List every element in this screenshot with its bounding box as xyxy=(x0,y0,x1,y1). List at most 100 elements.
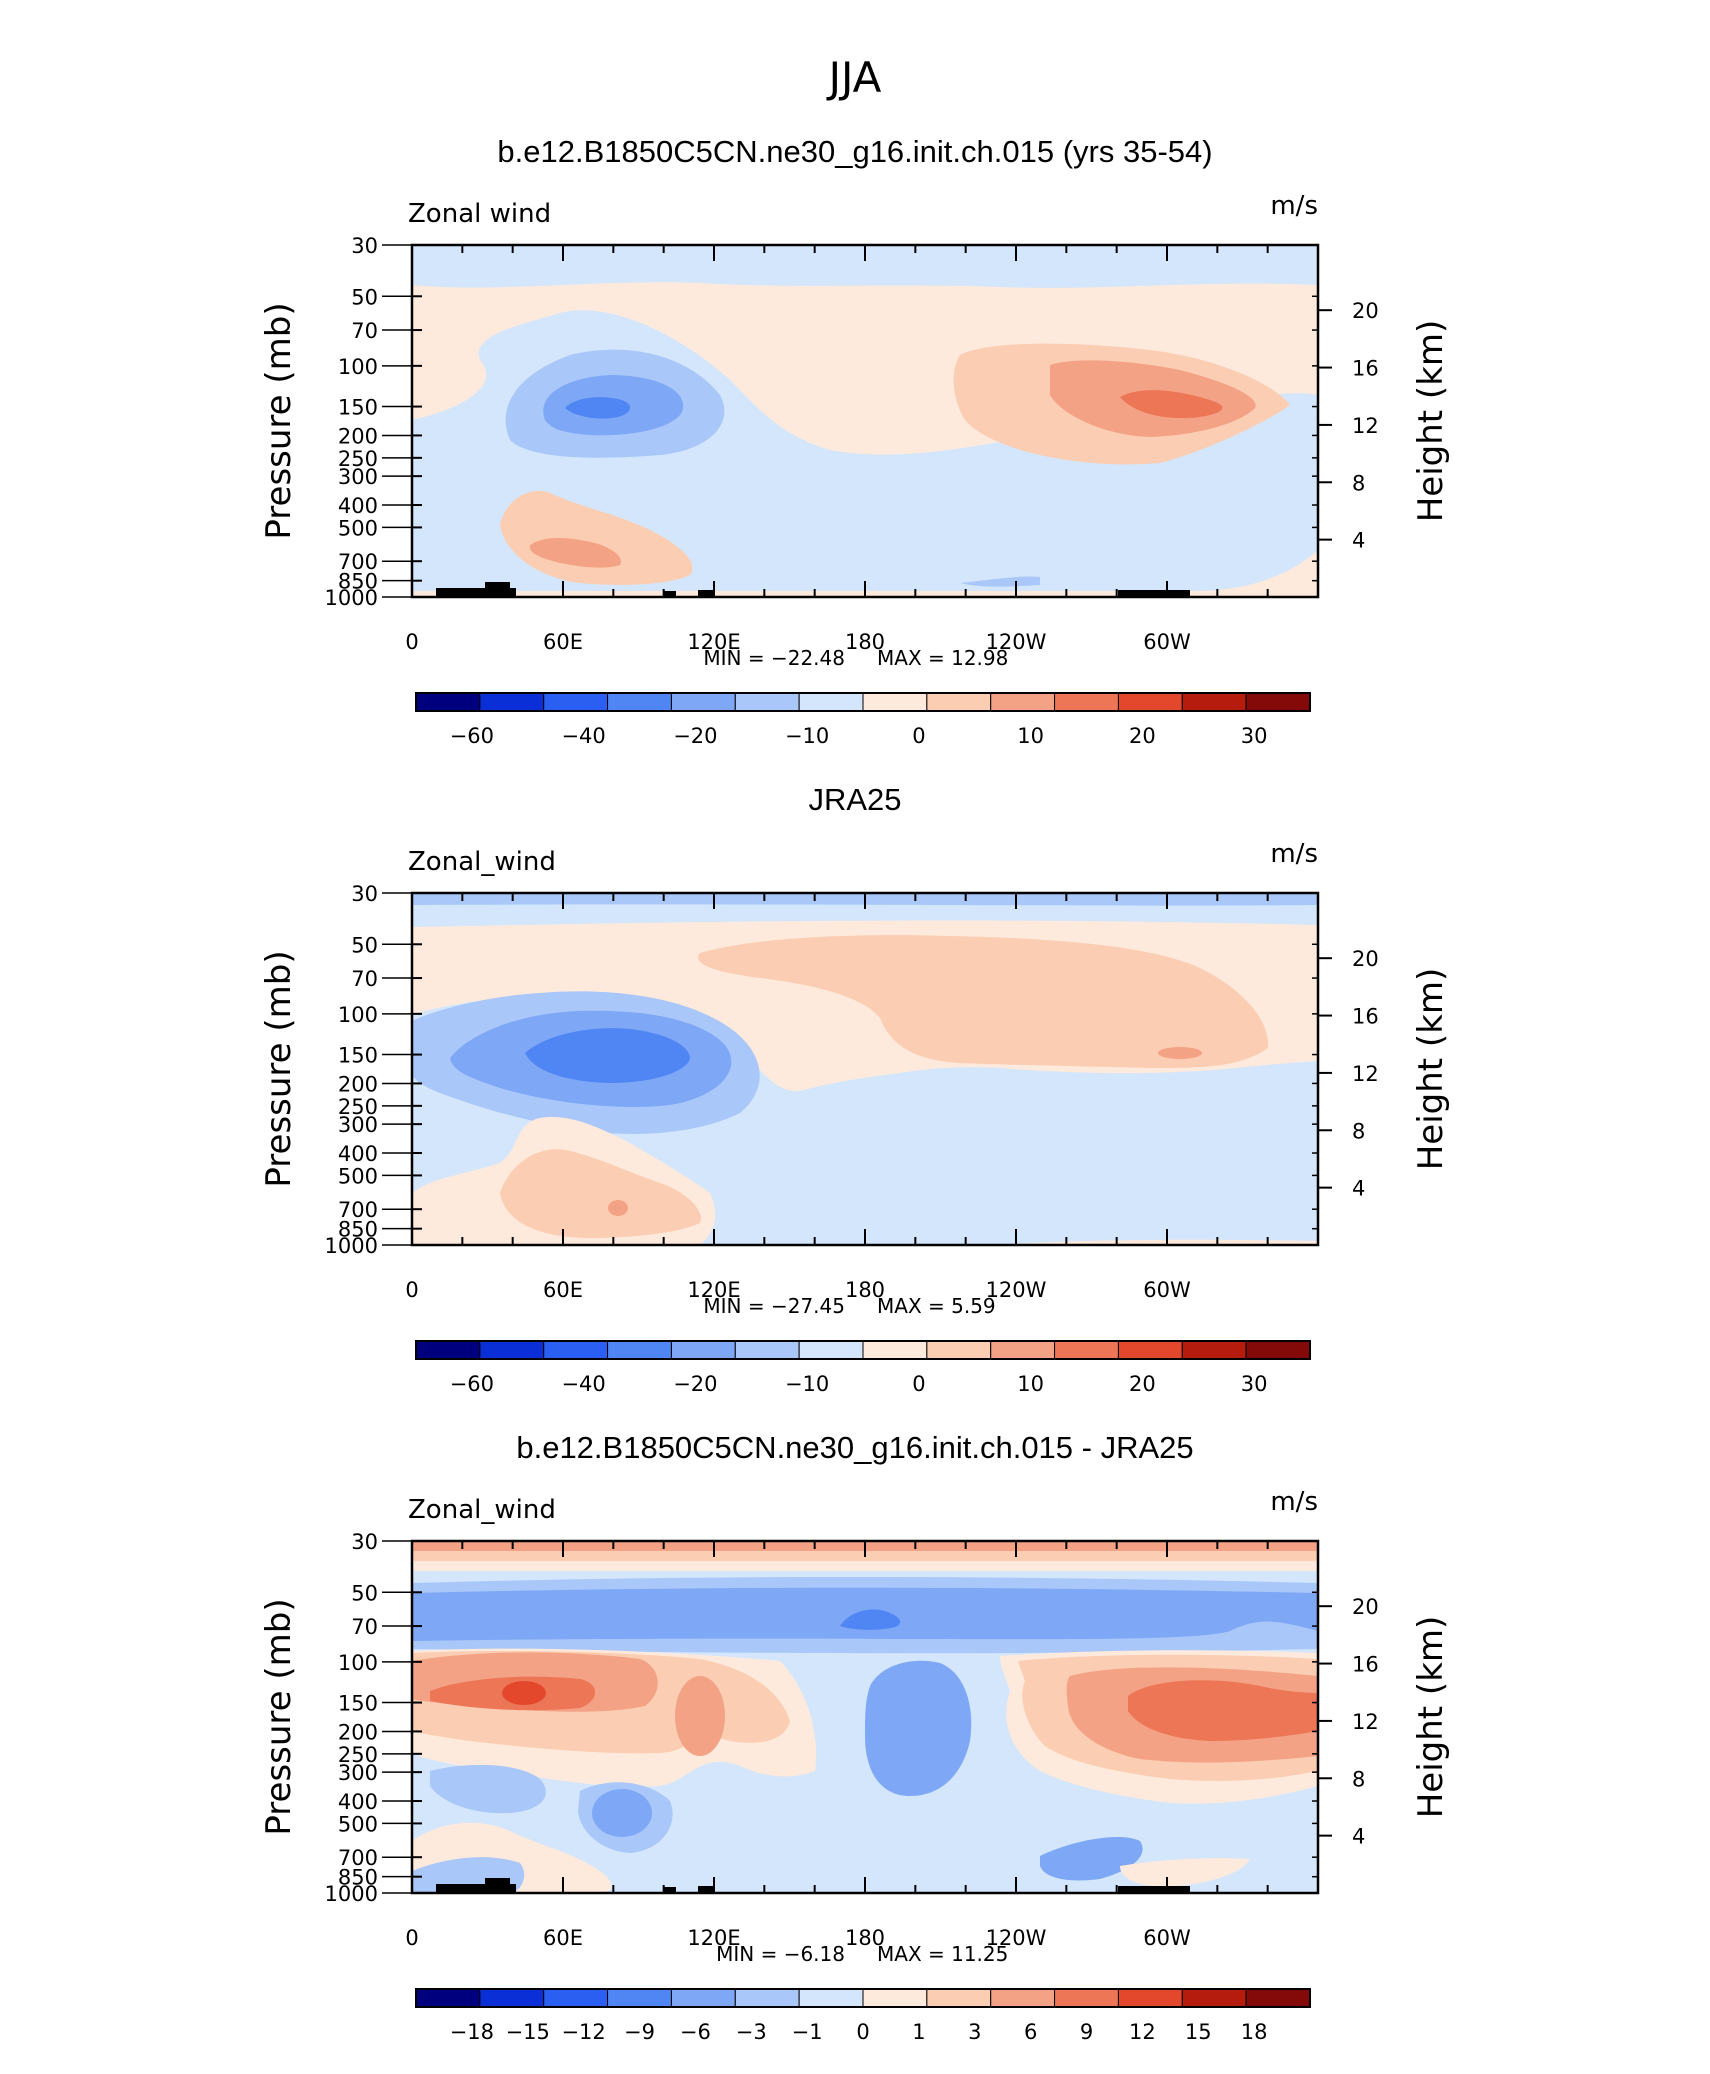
upper-positive-right-core xyxy=(1128,1680,1318,1741)
lower-positive-right xyxy=(1120,1858,1250,1887)
positive-spot xyxy=(1158,1047,1202,1059)
colorbar-label: 1 xyxy=(912,2020,925,2044)
colorbar-label: 6 xyxy=(1024,2020,1037,2044)
y-tick-label: 700 xyxy=(338,1198,378,1222)
y-tick-label: 250 xyxy=(338,1095,378,1119)
y-tick-label: 850 xyxy=(338,570,378,594)
y-tick-label: 70 xyxy=(351,967,378,991)
y-right-tick-label: 12 xyxy=(1352,414,1379,438)
colorbar-swatch xyxy=(926,692,992,712)
x-tick-label: 0 xyxy=(405,1278,418,1302)
x-tick-label: 120W xyxy=(986,630,1047,654)
colorbar-label: −15 xyxy=(506,2020,550,2044)
y-tick-label: 30 xyxy=(351,1530,378,1554)
colorbar-label: −6 xyxy=(680,2020,711,2044)
colorbar-swatch xyxy=(1054,1988,1119,2008)
y-tick-label: 30 xyxy=(351,234,378,258)
x-tick-label: 60E xyxy=(543,1278,583,1302)
contour-field xyxy=(412,1541,1318,1893)
colorbar-swatch xyxy=(1245,1988,1311,2008)
colorbar: −60 −40 −20 −10 0 10 20 30 xyxy=(415,692,1311,748)
colorbar-swatch xyxy=(479,692,545,712)
colorbar-swatch xyxy=(415,1988,481,2008)
panel-title: b.e12.B1850C5CN.ne30_g16.init.ch.015 (yr… xyxy=(497,134,1212,169)
colorbar-swatch xyxy=(1181,1988,1247,2008)
y-right-tick-label: 12 xyxy=(1352,1710,1379,1734)
y-tick-label: 500 xyxy=(338,1164,378,1188)
colorbar-swatch xyxy=(798,692,864,712)
y-axis-label-left: Pressure (mb) xyxy=(259,1598,299,1835)
upper-positive-left-max xyxy=(502,1681,546,1705)
y-ticks-right: 20 16 12 8 4 xyxy=(1318,299,1379,553)
colorbar-label: −18 xyxy=(450,2020,494,2044)
jet-negative-core xyxy=(525,1028,690,1083)
y-axis-label-left: Pressure (mb) xyxy=(259,302,299,539)
colorbar-swatch xyxy=(670,692,736,712)
colorbar-swatch xyxy=(1054,692,1119,712)
y-tick-label: 300 xyxy=(338,1113,378,1137)
colorbar-swatch xyxy=(734,1340,800,1360)
max-label: MAX = 11.25 xyxy=(877,1942,1008,1966)
y-tick-label: 400 xyxy=(338,1142,378,1166)
panel-model: b.e12.B1850C5CN.ne30_g16.init.ch.015 (yr… xyxy=(259,134,1451,748)
colorbar-swatch xyxy=(1245,692,1311,712)
y-tick-label: 200 xyxy=(338,1720,378,1744)
panel-title: b.e12.B1850C5CN.ne30_g16.init.ch.015 - J… xyxy=(516,1430,1193,1465)
y-tick-label: 1000 xyxy=(325,1882,378,1906)
x-tick-label: 180 xyxy=(845,1278,885,1302)
y-right-tick-label: 20 xyxy=(1352,299,1379,323)
topography xyxy=(436,588,516,597)
topography xyxy=(436,1884,516,1893)
colorbar-swatch xyxy=(1054,1340,1119,1360)
colorbar-label: −20 xyxy=(673,724,717,748)
colorbar-label: −40 xyxy=(561,724,605,748)
stratosphere-band xyxy=(412,245,1318,288)
contour-field xyxy=(412,245,1318,597)
colorbar-label: 9 xyxy=(1080,2020,1093,2044)
colorbar-label: −12 xyxy=(561,2020,605,2044)
colorbar-swatch xyxy=(734,692,800,712)
central-negative-column xyxy=(865,1660,972,1796)
colorbar-swatch xyxy=(543,1988,609,2008)
panel-title: JRA25 xyxy=(808,782,901,817)
colorbar-label: 20 xyxy=(1129,724,1156,748)
colorbar-swatch xyxy=(734,1988,800,2008)
topography xyxy=(664,591,676,597)
lower-negative-left xyxy=(430,1764,546,1814)
colorbar-swatch xyxy=(1117,1988,1183,2008)
y-tick-label: 50 xyxy=(351,1581,378,1605)
colorbar-label: −3 xyxy=(736,2020,767,2044)
y-axis-label-left: Pressure (mb) xyxy=(259,950,299,1187)
min-label: MIN = −22.48 xyxy=(703,646,845,670)
colorbar-label: 10 xyxy=(1017,724,1044,748)
colorbar-swatch xyxy=(990,1988,1056,2008)
y-tick-label: 30 xyxy=(351,882,378,906)
x-tick-label: 120E xyxy=(687,1926,740,1950)
colorbar-swatch xyxy=(543,692,609,712)
y-tick-label: 1000 xyxy=(325,1234,378,1258)
colorbar-label: −40 xyxy=(561,1372,605,1396)
colorbar-swatch xyxy=(670,1988,736,2008)
x-tick-label: 120W xyxy=(986,1926,1047,1950)
y-tick-label: 700 xyxy=(338,1846,378,1870)
y-tick-label: 850 xyxy=(338,1218,378,1242)
variable-label: Zonal_wind xyxy=(408,847,556,877)
y-right-tick-label: 8 xyxy=(1352,1119,1365,1143)
variable-label: Zonal wind xyxy=(408,199,551,229)
colorbar-swatch xyxy=(1117,692,1183,712)
jet-positive-core xyxy=(1120,390,1223,419)
y-right-tick-label: 16 xyxy=(1352,1653,1379,1677)
y-tick-label: 850 xyxy=(338,1866,378,1890)
colorbar-label: −60 xyxy=(450,1372,494,1396)
y-axis-label-right: Height (km) xyxy=(1411,320,1451,523)
colorbar-swatch xyxy=(1181,692,1247,712)
colorbar-swatch xyxy=(1117,1340,1183,1360)
x-tick-label: 180 xyxy=(845,1926,885,1950)
y-right-tick-label: 20 xyxy=(1352,947,1379,971)
y-tick-label: 250 xyxy=(338,1743,378,1767)
x-tick-label: 60W xyxy=(1143,1278,1191,1302)
y-tick-label: 150 xyxy=(338,1044,378,1068)
colorbar-swatch xyxy=(607,692,672,712)
